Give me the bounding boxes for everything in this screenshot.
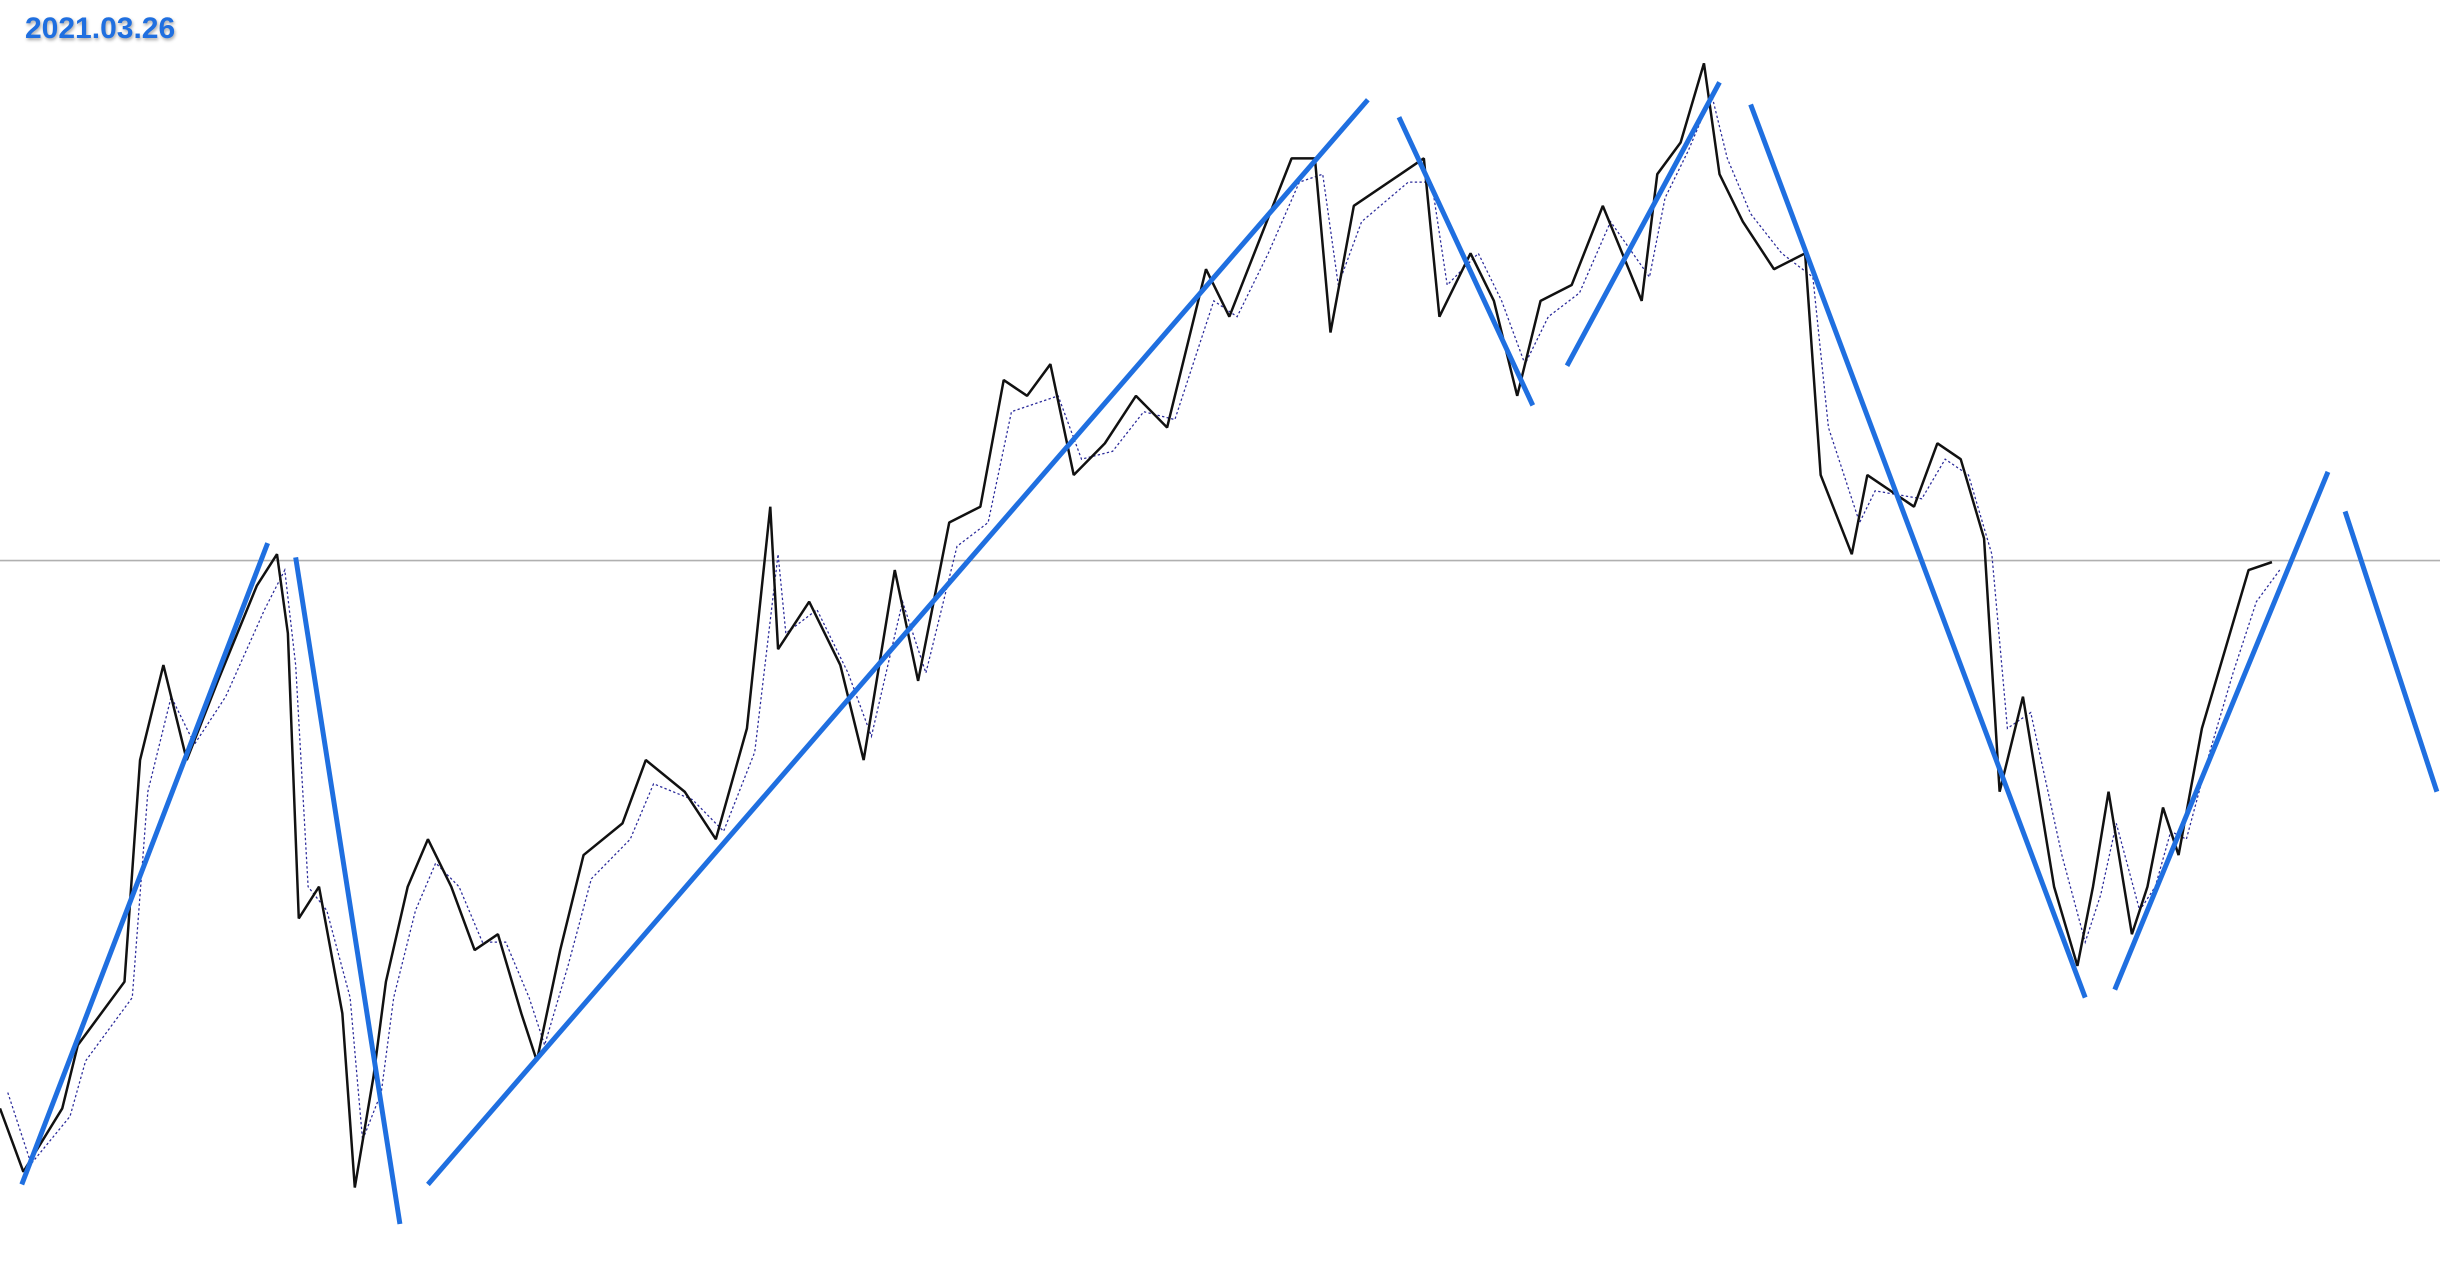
trend-line <box>426 98 1370 1187</box>
trend-line <box>293 556 403 1225</box>
trend-line <box>19 542 270 1186</box>
trend-line <box>1748 103 2088 999</box>
trend-line <box>1564 81 1722 367</box>
date-label: 2021.03.26 <box>25 12 176 45</box>
moving-average <box>7 93 2281 1166</box>
trend-line <box>1396 116 1536 407</box>
trend-lines <box>19 81 2440 1225</box>
price-trace <box>0 62 2273 1188</box>
trend-line <box>2342 510 2440 793</box>
trend-line <box>2112 470 2331 991</box>
